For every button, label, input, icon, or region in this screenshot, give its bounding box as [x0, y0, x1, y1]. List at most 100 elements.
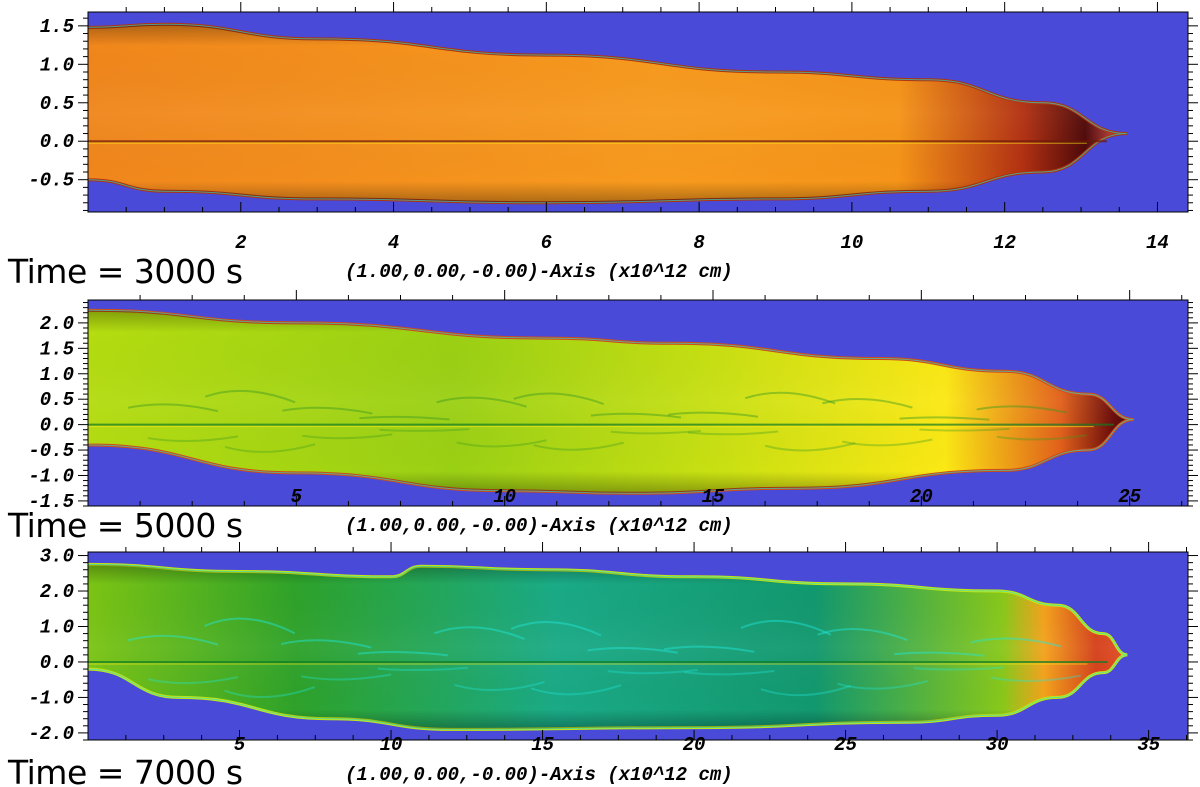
structure-streak — [377, 666, 468, 672]
structure-streak — [281, 639, 372, 649]
x-tick-label: 5 — [234, 734, 246, 756]
structure-streak — [687, 430, 779, 436]
structure-streak — [837, 680, 928, 690]
structure-streak — [204, 617, 296, 635]
structure-streak — [224, 443, 316, 453]
structure-streak — [607, 669, 698, 675]
structure-streak — [357, 650, 448, 657]
x-tick-label: 6 — [541, 232, 552, 254]
y-tick-label: 2.0 — [40, 313, 74, 335]
structure-streak — [513, 392, 605, 405]
x-tick-label: 30 — [986, 734, 1009, 756]
x-tick-label: 15 — [702, 486, 725, 508]
y-tick-label: -1.5 — [28, 491, 74, 513]
y-tick-label: -1.0 — [28, 687, 74, 709]
structure-streak — [817, 627, 908, 642]
structure-streak — [919, 427, 1010, 432]
y-tick-label: 1.0 — [40, 364, 74, 386]
x-tick-label: 25 — [834, 734, 857, 756]
structure-streak — [970, 637, 1062, 648]
structure-streak — [301, 673, 392, 681]
y-tick-label: 2.0 — [40, 581, 74, 603]
plot-frame — [87, 11, 1189, 213]
structure-streak — [436, 396, 527, 408]
structure-streak — [379, 428, 470, 432]
x-tick-label: 5 — [291, 486, 303, 508]
x-tick-label: 10 — [493, 486, 516, 508]
y-tick-label: 1.0 — [40, 616, 74, 638]
y-tick-label: 1.5 — [40, 16, 75, 38]
structure-streak — [530, 684, 622, 696]
panel-3: 5 10 15 20 25 30 35 3.0 2.0 1.0 0.0 -1.0 -2.0 Time = … — [7, 542, 1198, 787]
x-axis-label: (1.00,0.00,-0.00)-Axis (x10^12 cm) — [345, 515, 733, 537]
structure-streak — [456, 439, 547, 448]
x-tick-label: 25 — [1118, 486, 1141, 508]
jet-boundary — [88, 563, 1128, 730]
structure-streak — [587, 647, 678, 654]
structure-streak — [744, 391, 836, 405]
structure-streak — [914, 666, 1005, 671]
time-label: Time = 5000 s — [7, 506, 243, 545]
x-tick-label: 10 — [840, 232, 863, 254]
plot-frame — [87, 299, 1189, 507]
y-tick-label: 0.5 — [40, 93, 75, 115]
structure-streak — [147, 435, 239, 443]
jet-shading — [88, 564, 1128, 730]
structure-streak — [454, 681, 545, 691]
x-tick-label: 20 — [910, 486, 933, 508]
x-tick-label: 8 — [693, 232, 704, 254]
structure-streak — [127, 634, 219, 646]
y-tick-label: 3.0 — [40, 546, 74, 568]
structure-streak — [359, 415, 450, 421]
panel-1: 2 4 6 8 10 12 14 1.5 1.0 0.5 0.0 -0.5 Time = 3000 s (… — [7, 2, 1198, 291]
structure-streak — [899, 416, 990, 421]
structure-streak — [434, 626, 525, 640]
structure-streak — [894, 651, 985, 657]
x-axis-label: (1.00,0.00,-0.00)-Axis (x10^12 cm) — [345, 261, 733, 283]
structure-streak — [224, 686, 315, 698]
structure-streak — [510, 620, 602, 637]
structure-streak — [822, 397, 913, 409]
y-tick-label: 0.0 — [40, 131, 74, 153]
structure-streak — [667, 411, 759, 418]
y-tick-label: 0.5 — [40, 389, 75, 411]
x-tick-label: 14 — [1146, 232, 1169, 254]
jet-shading — [88, 310, 1134, 494]
y-tick-label: -0.5 — [28, 170, 74, 192]
jet-boundary — [88, 309, 1135, 494]
structure-streak — [533, 441, 625, 451]
structure-streak — [990, 674, 1081, 682]
jet-shading — [88, 24, 1127, 203]
y-tick-label: -0.5 — [28, 440, 74, 462]
structure-streak — [684, 669, 775, 676]
x-tick-label: 2 — [235, 232, 246, 254]
structure-streak — [147, 676, 239, 685]
structure-streak — [282, 406, 373, 415]
x-tick-label: 4 — [388, 232, 399, 254]
time-label: Time = 3000 s — [7, 252, 243, 291]
x-tick-label: 20 — [683, 734, 706, 756]
structure-streak — [610, 429, 702, 435]
structure-streak — [764, 442, 856, 452]
y-tick-label: 0.0 — [40, 652, 74, 674]
y-tick-label: -1.0 — [28, 465, 74, 487]
structure-streak — [740, 619, 832, 636]
y-tick-label: 0.0 — [40, 415, 74, 437]
structure-streak — [204, 389, 296, 404]
structure-streak — [302, 433, 393, 440]
x-tick-label: 15 — [531, 734, 554, 756]
x-tick-label: 35 — [1137, 734, 1160, 756]
structure-streak — [976, 405, 1067, 414]
structure-streak — [996, 434, 1087, 441]
x-axis-label: (1.00,0.00,-0.00)-Axis (x10^12 cm) — [345, 764, 733, 786]
x-tick-label: 10 — [380, 734, 403, 756]
y-tick-label: -2.0 — [28, 723, 74, 745]
structure-streak — [127, 403, 219, 413]
structure-streak — [842, 438, 933, 447]
jet-boundary — [88, 23, 1128, 204]
y-tick-label: 1.5 — [40, 338, 75, 360]
x-tick-label: 12 — [993, 232, 1016, 254]
panel-2: 5 10 15 20 25 2.0 1.5 1.0 0.5 0.0 -0.5 -1.0 -1.5Time… — [7, 290, 1198, 545]
structure-streak — [664, 645, 755, 653]
